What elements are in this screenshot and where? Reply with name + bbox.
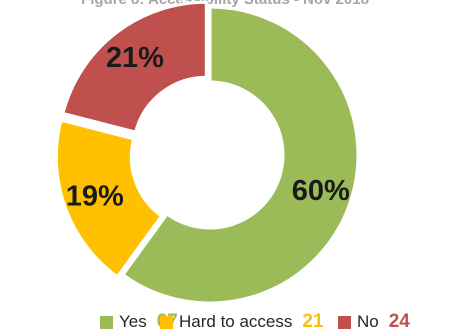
legend-label-hard-to-access: Hard to access	[179, 312, 293, 331]
slice-label-yes: 60%	[292, 175, 350, 207]
slice-label-hard-to-access: 19%	[66, 180, 124, 212]
legend-item-no: No 24	[338, 311, 410, 333]
slices-group	[54, 0, 360, 305]
slice-no	[61, 0, 208, 134]
legend-label-no: No	[357, 312, 379, 331]
legend-swatch-no	[338, 315, 351, 329]
chart-title: Figure 8: Accessibility Status - Nov 201…	[0, 0, 450, 8]
slice-yes	[120, 5, 360, 305]
legend-count-hard-to-access: 21	[302, 311, 324, 332]
legend-item-hard-to-access: Hard to access 21	[160, 311, 324, 333]
legend-swatch-hard-to-access	[160, 315, 173, 329]
legend-label-yes: Yes	[119, 312, 147, 331]
slice-hard-to-access	[54, 118, 164, 279]
legend-swatch-yes	[100, 315, 113, 329]
legend-count-no: 24	[388, 311, 410, 332]
donut-chart: 60% 19% 21%	[54, 0, 360, 305]
labels-group: 60% 19% 21%	[66, 42, 350, 212]
slice-label-no: 21%	[106, 42, 164, 74]
legend: Yes 67 Hard to access 21 No 24	[0, 311, 450, 333]
